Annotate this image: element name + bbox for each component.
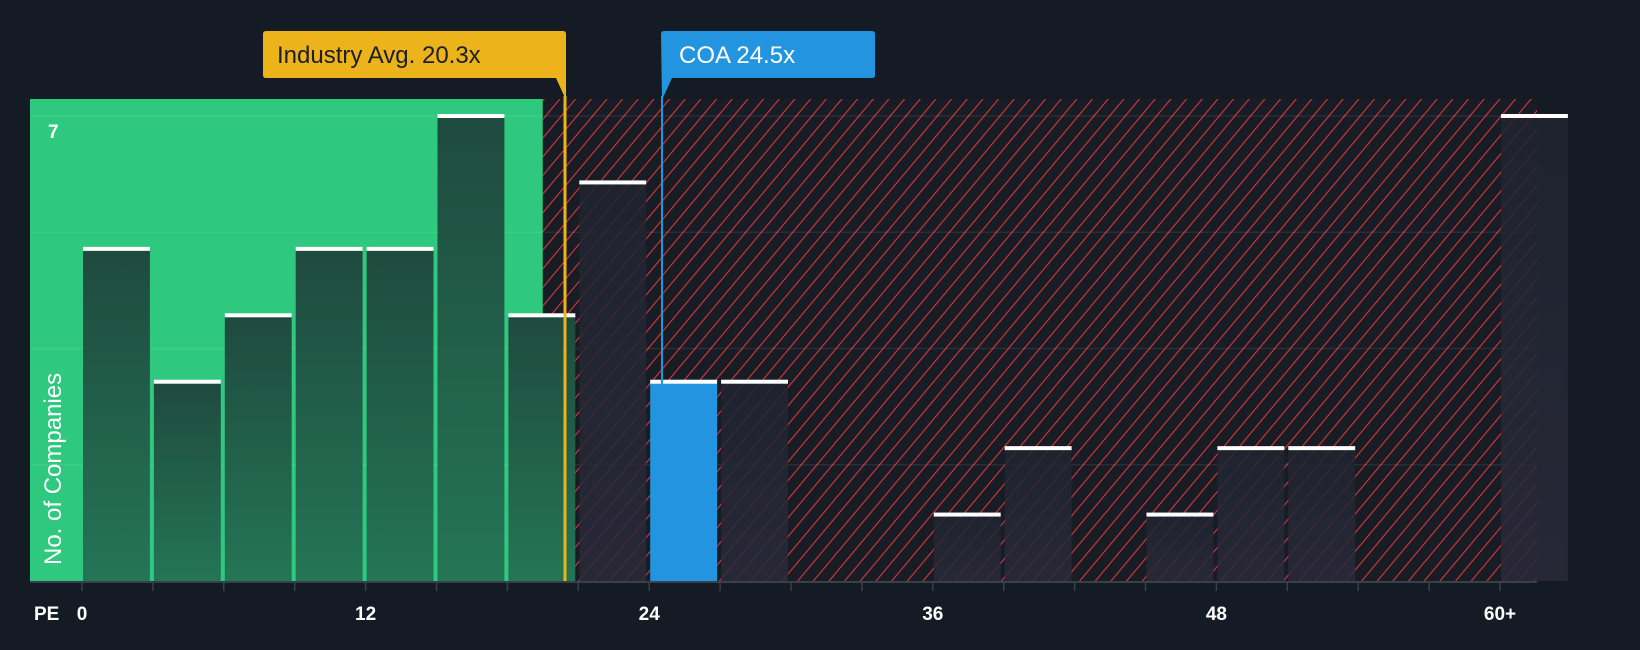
bar-cap [1004,446,1072,451]
bar-cap [366,246,434,251]
histogram-bar [579,182,647,581]
bar-cap [295,246,363,251]
histogram-bar [295,248,363,581]
histogram-bar [1004,448,1072,581]
bar-cap [721,379,788,384]
x-tick-label: 48 [1206,604,1227,625]
x-tick-label: 12 [355,604,376,625]
y-axis-label: No. of Companies [40,373,67,565]
histogram-bar [1288,448,1356,581]
histogram-bar [1501,116,1568,581]
bar-cap [1288,446,1356,451]
bar-cap [437,114,505,118]
histogram-bar [153,381,221,581]
x-axis-label: PE [34,604,59,625]
bar-cap [1217,446,1285,451]
x-tick-label: 0 [77,604,88,625]
industry-avg-callout [263,31,566,100]
bar-cap [224,313,292,318]
bar-cap [153,379,221,384]
industry-avg-label: Industry Avg. 20.3x [277,42,481,69]
bar-cap [650,379,718,384]
bar-cap [1146,512,1214,517]
histogram-bar [437,116,505,581]
histogram-bar [83,248,150,581]
histogram-bar [224,315,292,581]
histogram-bar [1217,448,1285,581]
x-tick-label: 36 [922,604,943,625]
x-tick-label: 60+ [1484,604,1516,625]
bar-cap [83,246,150,251]
histogram-bar [1146,514,1214,581]
bar-cap [1501,114,1568,118]
bar-cap [508,313,576,318]
histogram-bar [933,514,1001,581]
bar-cap [933,512,1001,517]
histogram-bar [366,248,434,581]
company-callout [661,31,875,100]
y-tick-label-7: 7 [48,122,59,143]
bar-cap [579,180,647,185]
company-label: COA 24.5x [679,42,795,69]
histogram-bar [721,381,788,581]
x-tick-label: 24 [639,604,661,625]
company-bar [650,381,718,581]
